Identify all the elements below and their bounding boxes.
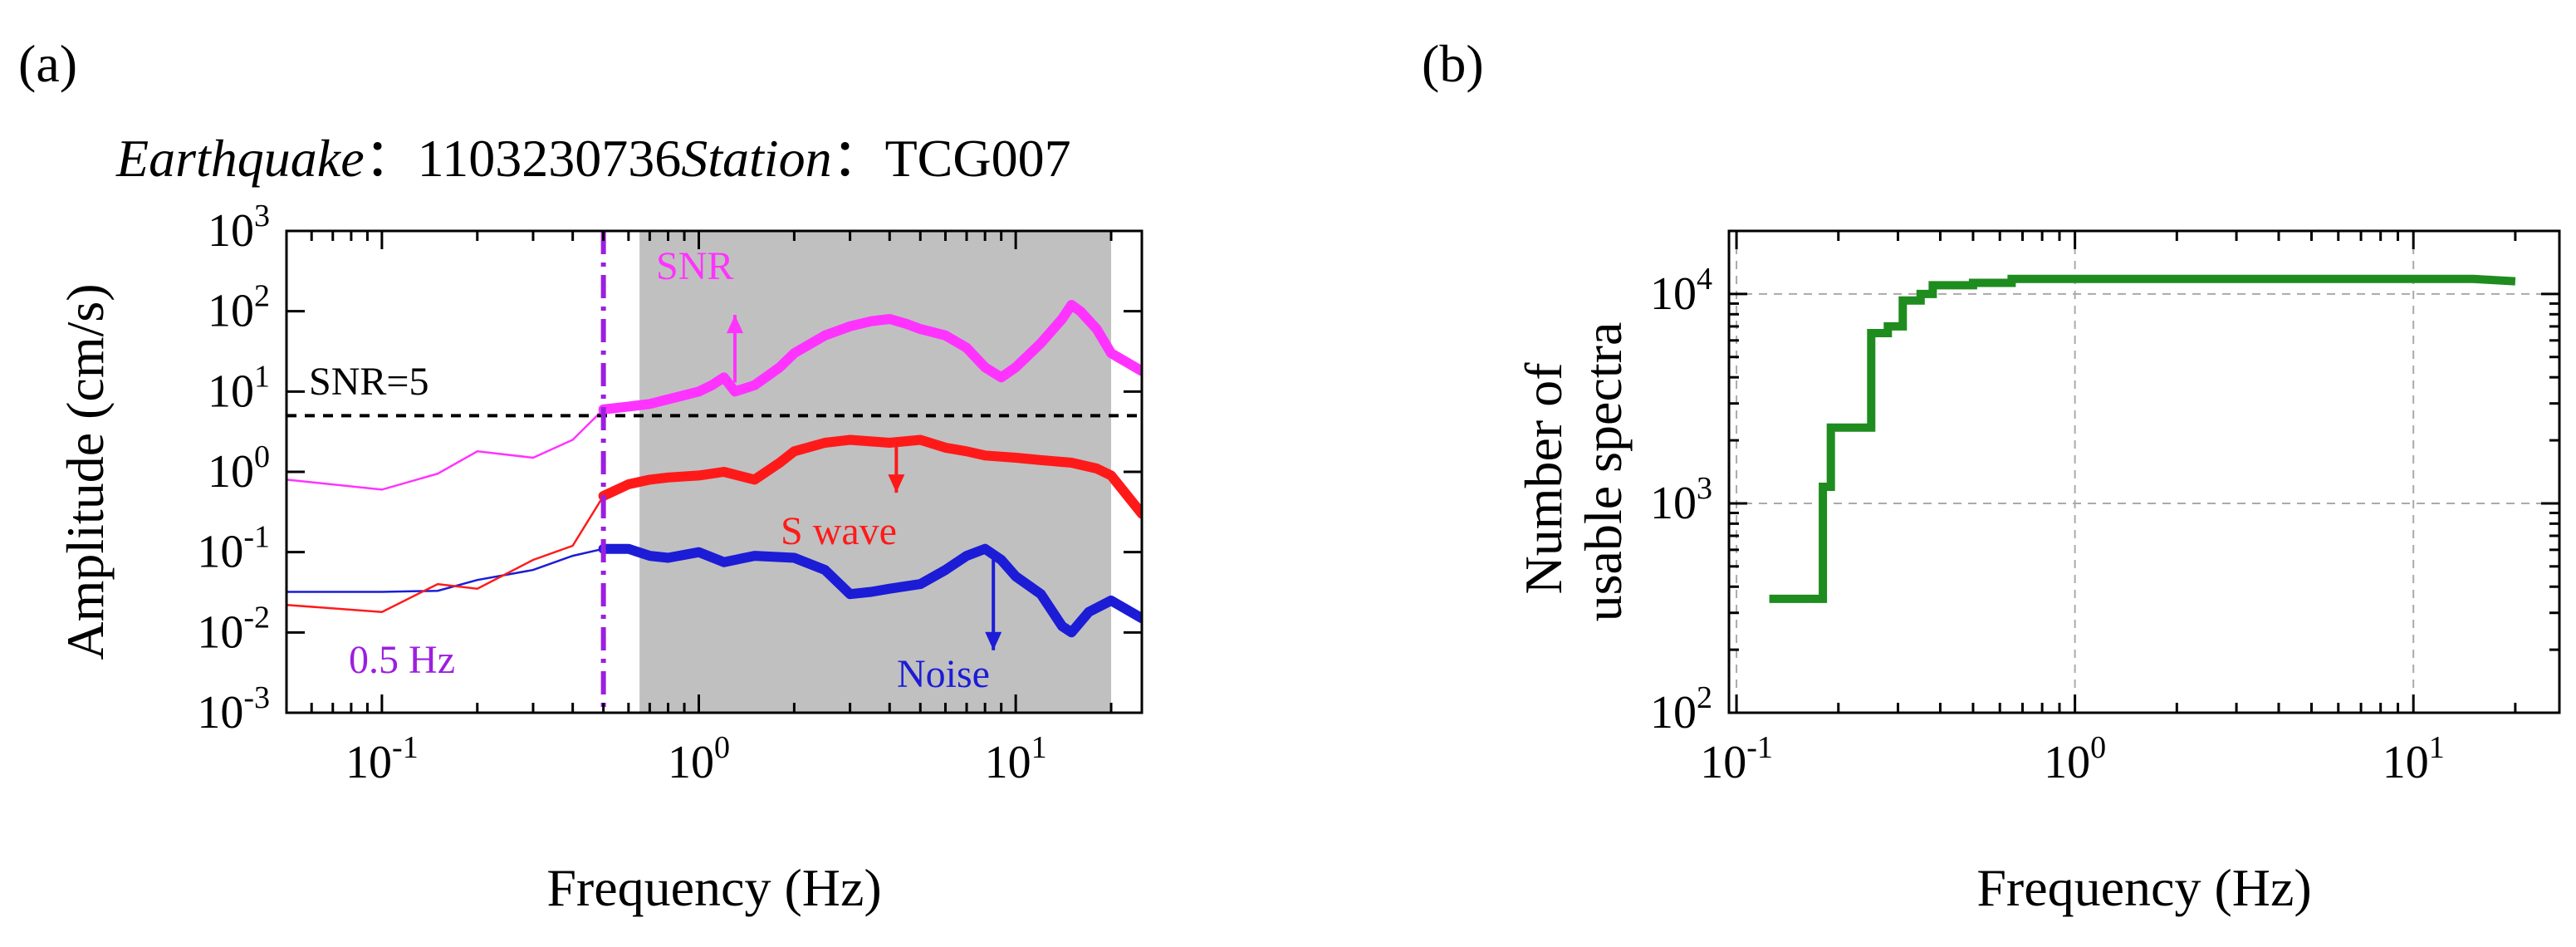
plot-a-ytick-label: 101 — [208, 359, 270, 417]
plot-b-xtick-label: 10-1 — [1700, 730, 1773, 788]
s-wave-series-line — [598, 434, 1142, 519]
snr-thin-segment — [286, 408, 605, 491]
panel-a-title: Earthquake：1103230736Station：TCG007 — [115, 129, 1071, 188]
plot-b-xtick-label: 101 — [2383, 730, 2445, 788]
plot-a-ytick-label: 102 — [208, 279, 270, 337]
plot-a-xtick-label: 100 — [668, 730, 730, 788]
panel-b: (b) 10-1 100 101 102 103 104 Frequency (Hz) N… — [1422, 34, 2561, 917]
title-station-value: TCG007 — [885, 129, 1071, 188]
plot-b-ylabel: Number of usable spectra — [1514, 322, 1633, 622]
plot-b-xtick-label: 100 — [2044, 730, 2106, 788]
s-wave-arrow — [888, 444, 905, 493]
plot-b-tick-labels: 10-1 100 101 102 103 104 — [1650, 262, 2445, 788]
plot-b-ytick-label: 102 — [1650, 680, 1712, 738]
snr-arrow — [726, 315, 743, 383]
noise-arrow — [985, 552, 1002, 650]
plot-a-ytick-label: 10-1 — [197, 520, 270, 578]
plot-b-ytick-label: 104 — [1650, 262, 1712, 320]
plot-a-xtick-label: 10-1 — [345, 730, 419, 788]
plot-a-ytick-label: 103 — [208, 199, 270, 257]
plot-a-ticks — [285, 229, 1142, 714]
snr-threshold-label: SNR=5 — [309, 360, 429, 404]
plot-a-xlabel: Frequency (Hz) — [546, 858, 881, 917]
title-earthquake-sep: ： — [365, 129, 418, 188]
plot-a-ytick-label: 100 — [208, 439, 270, 498]
plot-a-ytick-label: 10-3 — [197, 680, 270, 738]
snr-series-line — [598, 300, 1142, 415]
noise-label: Noise — [897, 652, 990, 696]
noise-series-line — [598, 543, 1142, 638]
plot-a-ytick-label: 10-2 — [197, 600, 270, 658]
plot-a-ylabel: Amplitude (cm/s) — [56, 283, 115, 660]
s-wave-thin-segment — [286, 495, 605, 613]
plot-b-ytick-label: 103 — [1650, 471, 1712, 529]
title-earthquake-label: Earthquake — [115, 129, 365, 188]
plot-b-ylabel-line-2: usable spectra — [1574, 322, 1633, 622]
title-earthquake-value: 1103230736 — [418, 129, 682, 188]
panel-a-tag: (a) — [18, 34, 77, 93]
plot-b-ylabel-line-1: Number of — [1514, 362, 1573, 595]
plot-a-tick-labels: 10-1 100 101 10-3 10-2 10-1 100 101 102 103 — [197, 199, 1046, 788]
snr-label: SNR — [656, 244, 733, 288]
plot-b-frame — [1727, 229, 2561, 714]
plot-a-lines — [286, 231, 1142, 713]
panel-a: (a) Earthquake：1103230736Station：TCG007 … — [18, 34, 1144, 917]
plot-a-xtick-label: 101 — [985, 730, 1047, 788]
title-station-label: Station — [681, 129, 831, 188]
panel-b-tag: (b) — [1422, 34, 1484, 93]
plot-b-ticks — [1729, 229, 2559, 714]
title-station-sep: ： — [832, 129, 885, 188]
plot-b-grid — [1729, 231, 2559, 714]
noise-thin-segment — [286, 547, 604, 593]
s-wave-label: S wave — [781, 509, 897, 553]
plot-b-xlabel: Frequency (Hz) — [1976, 858, 2311, 917]
usable-spectra-series-line — [1769, 274, 2516, 603]
cutoff-label: 0.5 Hz — [349, 638, 455, 682]
plot-b-lines — [1769, 274, 2516, 603]
